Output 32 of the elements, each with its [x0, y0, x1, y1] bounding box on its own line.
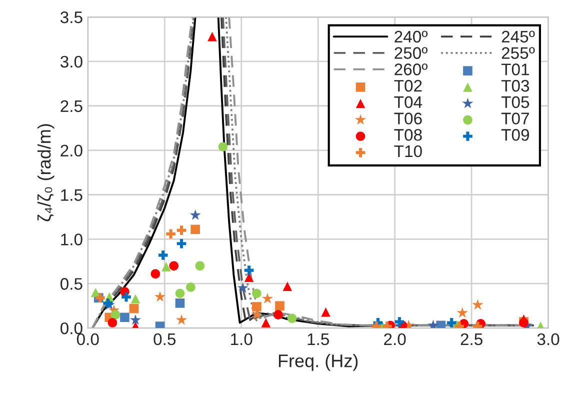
y-tick-label: 2.5: [60, 100, 82, 112]
x-tick-label: 2.5: [460, 333, 482, 346]
x-tick-label: 2.0: [384, 333, 406, 346]
legend-label: 245º: [502, 30, 535, 43]
y-axis-title: ζ₄/ζ₀ (rad/m): [37, 124, 54, 222]
legend-label: T03: [501, 80, 530, 92]
y-tick-label: 1.0: [61, 234, 82, 246]
x-tick-label: 1.5: [308, 334, 329, 346]
legend-label: T09: [501, 129, 529, 141]
legend-label: 250º: [394, 47, 428, 59]
x-axis-title: Freq. (Hz): [278, 354, 358, 371]
x-tick-label: 0.5: [154, 333, 176, 346]
legend-label: T02: [394, 80, 422, 92]
legend-label: T04: [394, 96, 422, 108]
y-tick-label: 1.5: [61, 189, 82, 201]
y-tick-label: 3.0: [60, 56, 82, 68]
x-tick-label: 1.0: [231, 333, 252, 346]
legend-label: T05: [501, 96, 530, 108]
legend-label: T10: [394, 145, 422, 158]
y-tick-label: 0.5: [60, 278, 82, 290]
legend-label: T08: [394, 129, 422, 141]
legend-label: 255º: [502, 47, 535, 59]
y-tick-label: 3.5: [60, 11, 82, 24]
y-tick-label: 2.0: [60, 144, 82, 157]
legend-label: T01: [501, 64, 529, 76]
y-tick-label: 0.0: [60, 322, 82, 334]
x-tick-label: 0.0: [76, 333, 99, 346]
x-tick-label: 3.0: [537, 333, 560, 346]
legend-label: T06: [394, 112, 422, 124]
legend-label: 260º: [394, 64, 428, 76]
legend-label: 240º: [394, 30, 428, 43]
legend-label: T07: [501, 112, 529, 124]
